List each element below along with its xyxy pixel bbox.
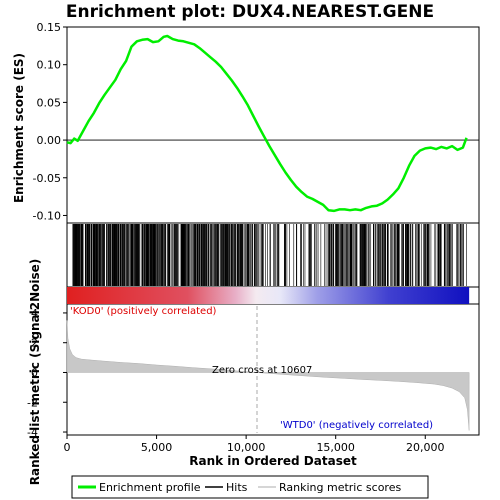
- rank-colorbar-fill: [67, 287, 470, 304]
- legend-hits-label: Hits: [226, 481, 248, 494]
- metric-ytick-label: -4: [27, 426, 38, 439]
- xtick-label: 20,000: [406, 441, 445, 454]
- negative-correlation-label: 'WTD0' (negatively correlated): [280, 420, 433, 431]
- es-ytick-label: 0.00: [37, 134, 62, 147]
- es-ytick-label: 0.10: [37, 59, 62, 72]
- metric-ytick-label: 2: [31, 337, 38, 350]
- es-y-ticks: -0.10 -0.05 0.00 0.05 0.10 0.15: [33, 21, 67, 222]
- legend-box: [71, 475, 429, 499]
- positive-correlation-label: 'KOD0' (positively correlated): [70, 306, 217, 317]
- legend-metric-label: Ranking metric scores: [279, 481, 401, 494]
- enrichment-profile-line: [66, 34, 468, 213]
- legend-enrichment-label: Enrichment profile: [99, 481, 201, 494]
- es-ytick-label: 0.15: [37, 21, 62, 34]
- metric-ytick-label: 0: [31, 366, 38, 379]
- xtick-label: 10,000: [227, 441, 266, 454]
- x-ticks: 0 5,000 10,000 15,000 20,000: [64, 435, 445, 454]
- metric-axis-label: Ranked list metric (Signal2Noise): [28, 259, 42, 486]
- es-axis-label: Enrichment score (ES): [12, 53, 26, 203]
- es-ytick-label: -0.05: [33, 172, 61, 185]
- zero-cross-label: Zero cross at 10607: [212, 365, 312, 376]
- ranking-metric-area: [66, 306, 470, 433]
- xtick-label: 15,000: [316, 441, 355, 454]
- x-axis-label: Rank in Ordered Dataset: [189, 454, 357, 468]
- chart-title: Enrichment plot: DUX4.NEAREST.GENE: [66, 2, 434, 22]
- hit-marks: [72, 224, 467, 286]
- enrichment-curve: [66, 34, 468, 213]
- metric-ytick-label: 4: [31, 307, 38, 320]
- metric-y-ticks: -4 -2 0 2 4: [27, 307, 67, 439]
- rank-colorbar: [67, 287, 470, 304]
- xtick-label: 0: [64, 441, 71, 454]
- ranking-metric-fill: [66, 320, 470, 431]
- xtick-label: 5,000: [141, 441, 173, 454]
- es-ytick-label: 0.05: [37, 96, 62, 109]
- es-ytick-label: -0.10: [33, 209, 61, 222]
- metric-ytick-label: -2: [27, 396, 38, 409]
